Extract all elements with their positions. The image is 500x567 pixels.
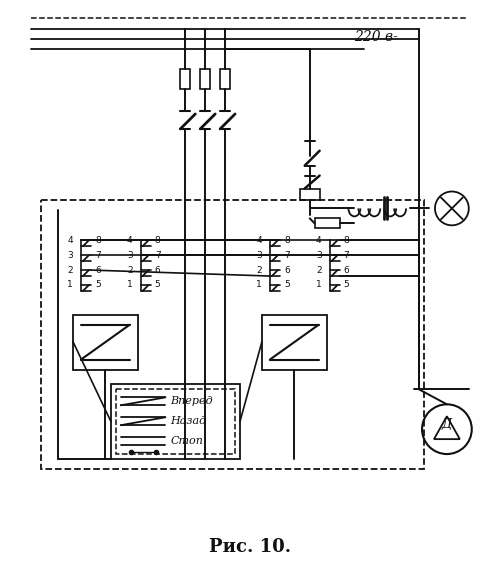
Text: 4: 4 [316, 236, 322, 245]
Text: 8: 8 [95, 236, 101, 245]
Bar [220, 69, 230, 89]
Text: 3: 3 [316, 251, 322, 260]
Text: 7: 7 [284, 251, 290, 260]
Bar [200, 69, 210, 89]
Text: Вперед: Вперед [170, 396, 213, 407]
Text: 5: 5 [344, 281, 349, 290]
Text: 6: 6 [344, 265, 349, 274]
Text: 7: 7 [95, 251, 101, 260]
Text: 5: 5 [95, 281, 101, 290]
Text: Стоп: Стоп [170, 436, 203, 446]
Text: 3: 3 [256, 251, 262, 260]
Text: 4: 4 [256, 236, 262, 245]
Text: 6: 6 [155, 265, 160, 274]
Text: 8: 8 [155, 236, 160, 245]
Bar [314, 218, 340, 229]
Text: 7: 7 [155, 251, 160, 260]
Text: 2: 2 [68, 265, 73, 274]
Text: 1: 1 [67, 281, 73, 290]
Text: 6: 6 [284, 265, 290, 274]
Bar [262, 315, 326, 370]
Text: Назад: Назад [170, 416, 206, 426]
Text: 2: 2 [256, 265, 262, 274]
Text: 2: 2 [316, 265, 322, 274]
Text: 4: 4 [68, 236, 73, 245]
Bar [41, 201, 424, 469]
Text: 5: 5 [155, 281, 160, 290]
Bar [300, 189, 320, 201]
Text: 1: 1 [316, 281, 322, 290]
Bar [116, 390, 235, 454]
Text: 3: 3 [67, 251, 73, 260]
Text: 8: 8 [284, 236, 290, 245]
Text: Рис. 10.: Рис. 10. [209, 538, 291, 556]
Bar [73, 315, 138, 370]
Text: 2: 2 [127, 265, 132, 274]
Bar [180, 69, 190, 89]
Text: 220 в-: 220 в- [354, 31, 399, 44]
Text: 8: 8 [344, 236, 349, 245]
Text: Д: Д [442, 418, 452, 431]
Text: 5: 5 [284, 281, 290, 290]
Text: 6: 6 [95, 265, 101, 274]
Text: 3: 3 [127, 251, 132, 260]
Text: 7: 7 [344, 251, 349, 260]
Text: 1: 1 [256, 281, 262, 290]
Text: 4: 4 [127, 236, 132, 245]
Bar [111, 384, 240, 459]
Text: 1: 1 [127, 281, 132, 290]
